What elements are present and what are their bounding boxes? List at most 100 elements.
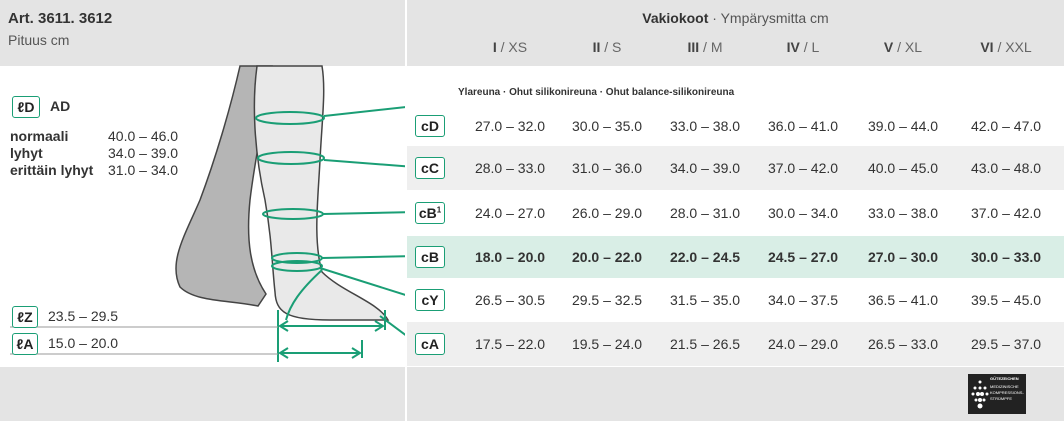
length-value: 31.0 – 34.0 [108, 162, 179, 178]
row-bg [407, 322, 1064, 366]
cell: 22.0 – 24.5 [669, 249, 741, 265]
length-code: ℓZ [12, 306, 38, 328]
cell: 40.0 – 45.0 [867, 160, 939, 176]
row-label-sup: 1 [436, 205, 442, 215]
length-name: erittäin lyhyt [10, 162, 94, 178]
table-note: Ylareuna · Ohut silikonireuna · Ohut bal… [458, 87, 735, 98]
size-roman: III [687, 39, 700, 55]
size-subtitle: · Ympärysmitta cm [712, 10, 829, 26]
cell: 37.0 – 42.0 [767, 160, 839, 176]
cell: 36.0 – 41.0 [767, 117, 839, 134]
leg-illustration [10, 65, 405, 362]
size-label: / XXL [997, 39, 1032, 55]
cell: 36.5 – 41.0 [867, 292, 939, 308]
cell: 34.0 – 37.5 [767, 292, 839, 308]
cell: 42.0 – 47.0 [970, 117, 1042, 134]
length-value: 34.0 – 39.0 [108, 145, 179, 161]
size-roman: VI [980, 39, 994, 55]
cell: 34.0 – 39.0 [669, 160, 741, 176]
row-bg [407, 191, 1064, 235]
cell: 26.5 – 33.0 [867, 336, 939, 352]
length-code: ℓD [12, 96, 40, 118]
footer-right-bg [407, 367, 1064, 421]
row-bg [407, 279, 1064, 321]
logo-line: MEDIZINISCHE [990, 384, 1019, 389]
front-leg [253, 65, 390, 321]
size-label: / L [803, 39, 820, 55]
row-label: cY [415, 289, 445, 311]
length-title: AD [50, 98, 71, 114]
row-bg [407, 236, 1064, 278]
back-leg [175, 65, 273, 307]
cell: 43.0 – 48.0 [970, 160, 1042, 176]
cell: 24.0 – 29.0 [767, 336, 839, 352]
size-header: V / XL [854, 39, 952, 55]
cell: 29.5 – 37.0 [970, 336, 1042, 352]
size-header: II / S [558, 39, 656, 55]
size-label: / S [604, 39, 622, 55]
cell: 24.0 – 27.0 [474, 205, 546, 221]
cell: 30.0 – 34.0 [767, 205, 839, 221]
cell: 28.0 – 31.0 [669, 205, 741, 221]
cell: 27.0 – 30.0 [867, 249, 939, 265]
row-label: cA [415, 333, 445, 355]
logo-line: KOMPRESSIONS- [990, 390, 1024, 395]
logo-text: MEDIZINISCHE KOMPRESSIONS- STRÜMPFE [990, 384, 1024, 402]
row-bg [407, 100, 1064, 145]
cell: 28.0 – 33.0 [474, 160, 546, 176]
header-right-bg [407, 0, 1064, 66]
measure-rings [10, 106, 405, 362]
cell: 33.0 – 38.0 [867, 205, 939, 221]
row-label: cB1 [415, 202, 445, 224]
cell: 17.5 – 22.0 [474, 336, 546, 352]
size-header: VI / XXL [957, 39, 1055, 55]
cell: 31.5 – 35.0 [669, 292, 741, 308]
logo-line: STRÜMPFE [990, 396, 1012, 401]
cell: 30.0 – 35.0 [571, 117, 643, 134]
size-title: Vakiokoot [642, 10, 709, 26]
row-label: cD [415, 114, 445, 137]
subtitle: Pituus cm [8, 32, 70, 48]
size-roman: II [592, 39, 601, 55]
cell: 39.0 – 44.0 [867, 117, 939, 134]
size-label: / M [703, 39, 723, 55]
cell: 21.5 – 26.5 [669, 336, 741, 352]
cell: 37.0 – 42.0 [970, 205, 1042, 221]
cell: 24.5 – 27.0 [767, 249, 839, 265]
length-value: 40.0 – 46.0 [108, 128, 179, 144]
title: Art. 3611. 3612 [8, 10, 113, 27]
cell: 20.0 – 22.0 [571, 249, 643, 265]
size-header: IV / L [754, 39, 852, 55]
footer-left-bg [0, 367, 405, 421]
row-label: cB [415, 246, 445, 268]
cell: 26.5 – 30.5 [474, 292, 546, 308]
size-label: / XL [897, 39, 923, 55]
header-left-bg [0, 0, 405, 66]
logo-dots [971, 380, 989, 409]
cell: 18.0 – 20.0 [474, 249, 546, 265]
cell: 19.5 – 24.0 [571, 336, 643, 352]
logo-title: GÜTEZEICHEN [990, 376, 1019, 381]
length-name: normaali [10, 128, 69, 144]
size-header: III / M [656, 39, 754, 55]
length-code: ℓA [12, 333, 38, 355]
length-value: 15.0 – 20.0 [48, 335, 119, 351]
cell: 31.0 – 36.0 [571, 160, 643, 176]
cell: 27.0 – 32.0 [474, 117, 546, 134]
row-bg [407, 146, 1064, 190]
size-roman: I [492, 39, 497, 55]
cell: 26.0 – 29.0 [571, 205, 643, 221]
cell: 30.0 – 33.0 [970, 249, 1042, 265]
size-roman: IV [786, 39, 800, 55]
length-value: 23.5 – 29.5 [48, 308, 119, 324]
size-roman: V [883, 39, 894, 55]
quality-logo: GÜTEZEICHEN MEDIZINISCHE KOMPRESSIONS- STR… [968, 374, 1026, 414]
cell: 29.5 – 32.5 [571, 292, 643, 308]
size-header: I / XS [461, 39, 559, 55]
size-heading: Vakiokoot · Ympärysmitta cm [407, 10, 1064, 26]
cell: 33.0 – 38.0 [669, 117, 741, 134]
row-label: cC [415, 157, 445, 179]
cell: 39.5 – 45.0 [970, 292, 1042, 308]
size-label: / XS [500, 39, 528, 55]
